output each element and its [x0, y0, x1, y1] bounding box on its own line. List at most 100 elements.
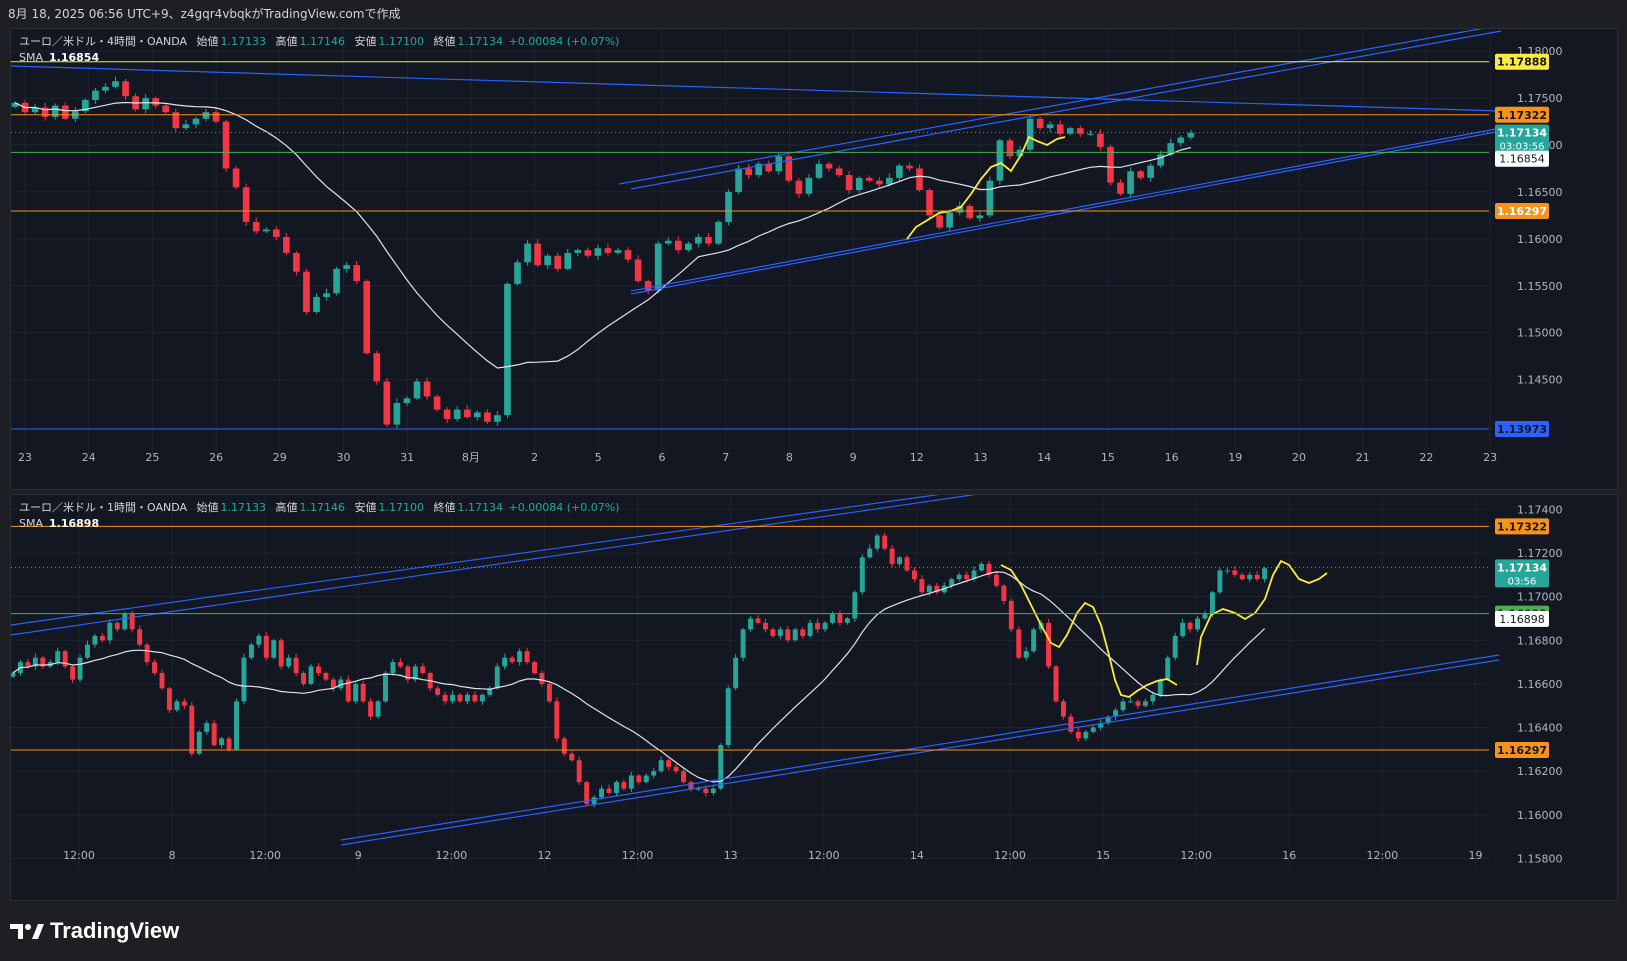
candle-body [393, 403, 401, 425]
sma-line [14, 101, 1192, 369]
candle-body [1127, 171, 1134, 194]
candle-body [874, 535, 880, 549]
candle-body [654, 243, 662, 291]
candle-body [554, 255, 562, 269]
candle-body [234, 701, 239, 750]
candle-body [906, 165, 913, 169]
candle-body [509, 657, 515, 663]
y-tick-label: 1.17400 [1517, 503, 1563, 516]
candle-body [644, 281, 652, 291]
candle-body [1254, 574, 1260, 580]
x-tick-label: 7 [722, 451, 729, 464]
candle-body [1187, 622, 1193, 630]
chart-panel-4h[interactable]: 1.180001.175001.170001.165001.160001.155… [10, 28, 1618, 490]
candle-body [748, 618, 754, 630]
candle-body [172, 112, 180, 129]
candle-body [1142, 701, 1148, 706]
candle-body [1090, 727, 1096, 732]
candle-body [976, 215, 984, 219]
candle-body [733, 657, 739, 689]
legend-4h-sma-label: SMA [19, 51, 43, 64]
candle-body [666, 760, 672, 767]
candle-body [1056, 124, 1064, 134]
candle-body [688, 782, 694, 789]
tradingview-brand[interactable]: TradingView [10, 915, 179, 947]
candle-body [770, 629, 776, 636]
y-tick-label: 1.15000 [1517, 327, 1563, 340]
candle-body [934, 585, 940, 593]
candle-body [174, 701, 180, 711]
legend-4h-high-label: 高値 [275, 35, 298, 48]
candle-body [283, 236, 290, 253]
candle-body [971, 570, 977, 580]
legend-1h: ユーロ／米ドル・1時間・OANDA 始値 1.17133 高値 1.17146 安値… [19, 500, 619, 532]
x-tick-label: 8 [169, 849, 176, 862]
candle-body [792, 629, 798, 641]
candle-body [405, 666, 411, 680]
candle-body [55, 651, 61, 663]
tradingview-wordmark: TradingView [50, 918, 180, 943]
candle-body [122, 81, 129, 97]
candle-body [443, 409, 451, 419]
legend-4h-sma[interactable]: SMA 1.16854 [19, 50, 619, 66]
candle-body [25, 662, 31, 667]
candle-body [313, 297, 320, 313]
candle-body [830, 614, 835, 623]
y-tick-label: 1.16600 [1517, 678, 1563, 691]
candle-body [82, 99, 89, 112]
x-tick-label: 12:00 [1180, 849, 1212, 862]
chart-4h-canvas[interactable]: 1.180001.175001.170001.165001.160001.155… [11, 29, 1617, 489]
candle-body [576, 760, 582, 783]
x-tick-label: 24 [82, 451, 96, 464]
legend-1h-symbol[interactable]: ユーロ／米ドル・1時間・OANDA [19, 501, 188, 514]
candle-body [484, 412, 491, 422]
candle-body [643, 775, 649, 783]
candle-body [685, 243, 692, 251]
candle-body [442, 694, 448, 702]
candle-body [112, 81, 119, 87]
y-tick-label: 1.17500 [1517, 92, 1563, 105]
candle-body [695, 236, 702, 244]
candle-body [539, 673, 545, 684]
chart-1h-canvas[interactable]: 1.17400 1.17200 1.17000 1.16800 1.16600 1.164… [11, 495, 1617, 900]
trend-channel-line [630, 127, 1502, 292]
candle-body [1209, 592, 1215, 615]
price-tag-label: 1.16297 [1497, 205, 1547, 218]
y-tick-label: 1.16000 [1517, 809, 1563, 822]
candle-body [651, 771, 657, 776]
candle-body [591, 797, 597, 804]
countdown-label: 03:56 [1508, 576, 1537, 587]
candle-body [192, 118, 200, 125]
candle-body [252, 221, 260, 232]
candle-body [472, 694, 478, 702]
chart-panel-1h[interactable]: 1.17400 1.17200 1.17000 1.16800 1.16600 1.164… [10, 494, 1618, 901]
trend-channel-line [618, 29, 1483, 185]
price-tag-bg [1495, 421, 1549, 438]
legend-1h-sma[interactable]: SMA 1.16898 [19, 516, 619, 532]
legend-4h-symbol[interactable]: ユーロ／米ドル・4時間・OANDA [19, 35, 188, 48]
candle-body [353, 683, 359, 702]
candle-body [70, 666, 76, 680]
candle-body [1098, 723, 1104, 728]
candle-body [77, 657, 83, 680]
candle-body [338, 679, 344, 689]
candle-body [189, 705, 195, 754]
candle-body [745, 168, 752, 176]
y-tick-label: 1.16000 [1517, 233, 1563, 246]
candle-body [875, 180, 883, 185]
candle-body [166, 688, 172, 711]
x-tick-label: 26 [209, 451, 223, 464]
candle-body [1165, 657, 1171, 680]
candle-body [986, 563, 992, 575]
legend-1h-close: 1.17134 [457, 501, 504, 514]
candle-body [896, 165, 903, 178]
candle-body [353, 265, 361, 282]
candle-body [226, 738, 232, 750]
candle-body [144, 644, 150, 663]
candle-body [534, 243, 541, 266]
candle-body [837, 614, 843, 623]
candle-body [211, 723, 217, 745]
candle-body [114, 622, 120, 630]
candle-body [435, 688, 441, 695]
x-tick-label: 21 [1356, 451, 1370, 464]
